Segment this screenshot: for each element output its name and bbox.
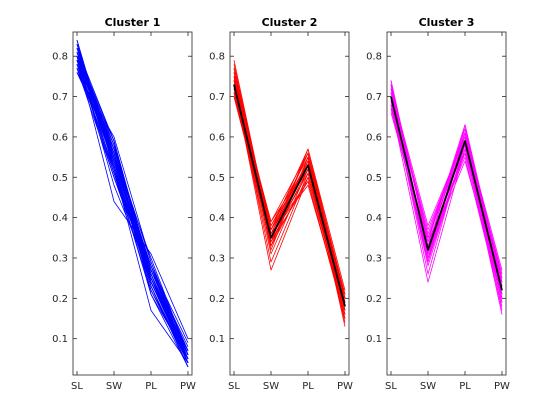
x-tick-label-sw: SW [106, 381, 122, 392]
panel-title: Cluster 2 [262, 16, 318, 29]
y-tick-label: 0.7 [52, 92, 68, 103]
y-tick-label: 0.8 [209, 52, 225, 63]
y-tick-label: 0.8 [52, 52, 68, 63]
x-tick-label-sl: SL [228, 381, 240, 392]
y-tick-label: 0.3 [209, 253, 225, 264]
y-tick-label: 0.7 [366, 92, 382, 103]
y-tick-label: 0.1 [366, 334, 382, 345]
panel-title: Cluster 3 [419, 16, 475, 29]
x-tick-label-sw: SW [420, 381, 436, 392]
y-tick-label: 0.1 [52, 334, 68, 345]
series-line-36 [76, 56, 189, 355]
series-line-21 [233, 76, 346, 319]
mean-line [390, 96, 503, 291]
x-tick-label-pl: PL [459, 381, 471, 392]
series-line-14 [390, 104, 503, 295]
y-tick-label: 0.6 [52, 132, 68, 143]
y-tick-label: 0.4 [366, 213, 382, 224]
x-tick-label-sl: SL [71, 381, 83, 392]
y-tick-label: 0.5 [209, 173, 225, 184]
y-tick-label: 0.6 [366, 132, 382, 143]
series-line-4 [390, 80, 503, 279]
panel-cluster-3: 0.1 0.2 0.3 0.4 0.5 0.6 0.7 0.8 SL SW PL PW Cluster … [366, 16, 510, 392]
y-tick-label: 0.3 [52, 253, 68, 264]
y-tick-label: 0.2 [52, 294, 68, 305]
y-tick-label: 0.8 [366, 52, 382, 63]
series-line-6 [233, 80, 346, 295]
x-tick-label-sw: SW [263, 381, 279, 392]
series-lines [76, 39, 189, 368]
series-line-35 [76, 64, 189, 360]
x-tick-label-pw: PW [494, 381, 510, 392]
series-line-39 [76, 68, 189, 355]
series-line-8 [233, 72, 346, 291]
axes-box [386, 31, 507, 376]
panel-title: Cluster 1 [105, 16, 161, 29]
series-line-15 [390, 84, 503, 287]
series-line-25 [76, 68, 189, 360]
y-tick-label: 0.7 [209, 92, 225, 103]
y-tick-label: 0.1 [209, 334, 225, 345]
mean-line [233, 84, 346, 307]
x-tick-label-pl: PL [145, 381, 157, 392]
series-line-12 [390, 100, 503, 315]
y-tick-label: 0.5 [52, 173, 68, 184]
series-line-23 [233, 68, 346, 311]
panel-cluster-2: 0.1 0.2 0.3 0.4 0.5 0.6 0.7 0.8 SL SW PL PW Cluster … [209, 16, 353, 392]
series-line-24 [233, 84, 346, 327]
series-line-20 [390, 88, 503, 275]
y-tick-label: 0.4 [209, 213, 225, 224]
axes-box [72, 31, 193, 376]
axes-box [229, 31, 350, 376]
x-tick-label-pw: PW [337, 381, 353, 392]
y-tick-label: 0.5 [366, 173, 382, 184]
series-line-40 [76, 43, 189, 360]
series-line-20 [76, 56, 189, 339]
series-lines [233, 60, 346, 327]
series-line-4 [233, 64, 346, 303]
y-tick-label: 0.2 [209, 294, 225, 305]
series-line-38 [76, 52, 189, 364]
y-tick-label: 0.6 [209, 132, 225, 143]
x-tick-label-pl: PL [302, 381, 314, 392]
panel-cluster-1: 0.1 0.2 0.3 0.4 0.5 0.6 0.7 0.8 SL SW PL PW Cluster … [52, 16, 196, 392]
x-tick-label-sl: SL [385, 381, 397, 392]
y-tick-label: 0.4 [52, 213, 68, 224]
y-tick-label: 0.2 [366, 294, 382, 305]
y-tick-label: 0.3 [366, 253, 382, 264]
x-tick-label-pw: PW [180, 381, 196, 392]
series-line-15 [233, 60, 346, 307]
series-line-11 [390, 88, 503, 271]
